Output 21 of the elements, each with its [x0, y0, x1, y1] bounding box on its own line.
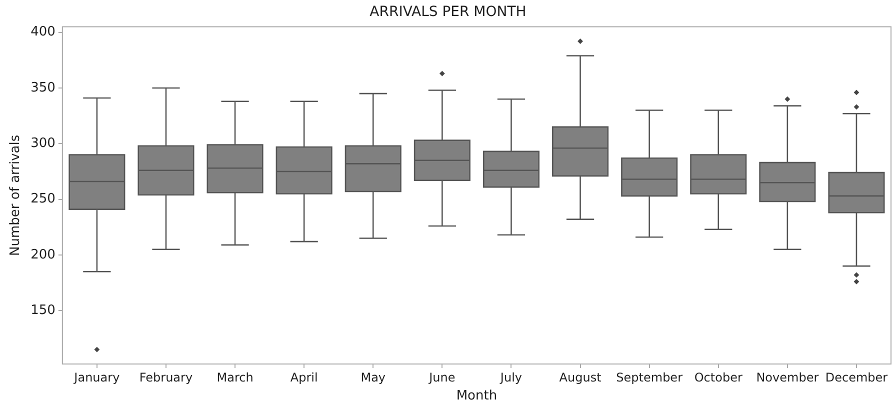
- y-tick-label: 200: [30, 247, 56, 262]
- y-axis-title: Number of arrivals: [8, 134, 24, 256]
- y-tick-label: 300: [30, 136, 56, 152]
- x-tick-label: December: [825, 370, 888, 384]
- y-tick-label: 250: [30, 192, 56, 207]
- chart-title: ARRIVALS PER MONTH: [370, 4, 526, 20]
- y-tick-label: 400: [30, 24, 56, 40]
- x-tick-label: February: [139, 370, 193, 384]
- x-tick-label: July: [499, 370, 522, 384]
- x-tick-label: September: [616, 370, 683, 384]
- x-axis-title: Month: [456, 388, 498, 404]
- y-tick-label: 150: [30, 302, 56, 318]
- y-tick-label: 350: [30, 80, 56, 96]
- x-tick-label: August: [559, 370, 602, 384]
- x-tick-label: May: [360, 370, 386, 384]
- x-tick-label: October: [694, 370, 742, 384]
- x-tick-label: June: [428, 370, 456, 384]
- x-tick-label: March: [216, 370, 254, 384]
- x-tick-label: April: [290, 370, 318, 384]
- x-tick-label: January: [73, 370, 120, 384]
- x-tick-label: November: [756, 370, 819, 384]
